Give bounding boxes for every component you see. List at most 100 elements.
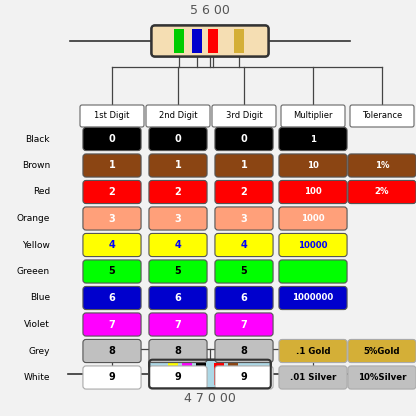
FancyBboxPatch shape (146, 105, 210, 127)
Text: Tolerance: Tolerance (362, 111, 402, 121)
FancyBboxPatch shape (83, 339, 141, 363)
FancyBboxPatch shape (149, 127, 207, 151)
FancyBboxPatch shape (281, 105, 345, 127)
Text: 10: 10 (307, 161, 319, 170)
FancyBboxPatch shape (83, 366, 141, 389)
Bar (228, 363, 238, 385)
Text: 0: 0 (240, 134, 248, 144)
Text: 1%: 1% (375, 161, 389, 170)
FancyBboxPatch shape (83, 287, 141, 310)
Text: 7: 7 (109, 319, 115, 329)
Text: 8: 8 (109, 346, 115, 356)
Text: 1: 1 (310, 134, 316, 144)
FancyBboxPatch shape (212, 105, 276, 127)
FancyBboxPatch shape (215, 339, 273, 363)
Text: 5%Gold: 5%Gold (364, 347, 400, 356)
Text: 2: 2 (175, 187, 181, 197)
Text: Blue: Blue (30, 294, 50, 302)
Text: 1000: 1000 (301, 214, 325, 223)
Text: 6: 6 (240, 293, 248, 303)
Text: 6: 6 (109, 293, 115, 303)
FancyBboxPatch shape (215, 181, 273, 203)
Text: White: White (23, 373, 50, 382)
FancyBboxPatch shape (279, 154, 347, 177)
Text: 2%: 2% (375, 188, 389, 196)
Text: 3rd Digit: 3rd Digit (226, 111, 262, 121)
Text: 8: 8 (240, 346, 248, 356)
FancyBboxPatch shape (149, 154, 207, 177)
Text: 2nd Digit: 2nd Digit (159, 111, 197, 121)
FancyBboxPatch shape (80, 105, 144, 127)
Text: 100: 100 (304, 188, 322, 196)
FancyBboxPatch shape (348, 181, 416, 203)
FancyBboxPatch shape (149, 366, 207, 389)
Text: 3: 3 (175, 213, 181, 223)
FancyBboxPatch shape (149, 360, 271, 388)
FancyBboxPatch shape (83, 127, 141, 151)
Text: Orange: Orange (17, 214, 50, 223)
Text: 1st Digit: 1st Digit (94, 111, 130, 121)
FancyBboxPatch shape (149, 287, 207, 310)
Text: 2: 2 (240, 187, 248, 197)
Text: 4: 4 (109, 240, 115, 250)
FancyBboxPatch shape (215, 313, 273, 336)
FancyBboxPatch shape (348, 154, 416, 177)
Text: Multiplier: Multiplier (293, 111, 333, 121)
Text: Black: Black (25, 134, 50, 144)
Text: 1: 1 (109, 161, 115, 171)
Bar (168, 363, 178, 385)
FancyBboxPatch shape (279, 287, 347, 310)
FancyBboxPatch shape (149, 313, 207, 336)
Text: 4: 4 (240, 240, 248, 250)
Text: 6: 6 (175, 293, 181, 303)
Text: 10%Silver: 10%Silver (358, 373, 406, 382)
Text: Greeen: Greeen (17, 267, 50, 276)
Text: Red: Red (33, 188, 50, 196)
Text: 3: 3 (240, 213, 248, 223)
FancyBboxPatch shape (215, 154, 273, 177)
Text: 4: 4 (175, 240, 181, 250)
FancyBboxPatch shape (149, 207, 207, 230)
FancyBboxPatch shape (83, 313, 141, 336)
Text: 9: 9 (109, 372, 115, 382)
Bar (234, 29, 243, 53)
Bar (192, 29, 202, 53)
FancyBboxPatch shape (279, 339, 347, 363)
FancyBboxPatch shape (83, 154, 141, 177)
Text: 9: 9 (175, 372, 181, 382)
Text: 0: 0 (175, 134, 181, 144)
FancyBboxPatch shape (215, 127, 273, 151)
FancyBboxPatch shape (215, 207, 273, 230)
Text: Yellow: Yellow (22, 240, 50, 250)
FancyBboxPatch shape (83, 181, 141, 203)
Text: 5: 5 (175, 267, 181, 277)
FancyBboxPatch shape (83, 260, 141, 283)
FancyBboxPatch shape (215, 260, 273, 283)
Bar (214, 363, 224, 385)
Text: 1000000: 1000000 (292, 294, 334, 302)
Bar (174, 29, 184, 53)
FancyBboxPatch shape (348, 339, 416, 363)
FancyBboxPatch shape (215, 287, 273, 310)
Text: 3: 3 (109, 213, 115, 223)
Text: 2: 2 (109, 187, 115, 197)
Text: 7: 7 (175, 319, 181, 329)
FancyBboxPatch shape (149, 181, 207, 203)
FancyBboxPatch shape (279, 207, 347, 230)
Text: 5: 5 (240, 267, 248, 277)
FancyBboxPatch shape (149, 260, 207, 283)
FancyBboxPatch shape (83, 233, 141, 257)
Text: 7: 7 (240, 319, 248, 329)
Text: 9: 9 (240, 372, 248, 382)
FancyBboxPatch shape (149, 233, 207, 257)
Text: 4 7 0 00: 4 7 0 00 (184, 393, 236, 406)
FancyBboxPatch shape (149, 339, 207, 363)
Text: .1 Gold: .1 Gold (296, 347, 330, 356)
Text: Grey: Grey (29, 347, 50, 356)
FancyBboxPatch shape (350, 105, 414, 127)
Text: 8: 8 (175, 346, 181, 356)
FancyBboxPatch shape (279, 127, 347, 151)
Text: 1: 1 (240, 161, 248, 171)
FancyBboxPatch shape (279, 366, 347, 389)
FancyBboxPatch shape (151, 25, 269, 57)
